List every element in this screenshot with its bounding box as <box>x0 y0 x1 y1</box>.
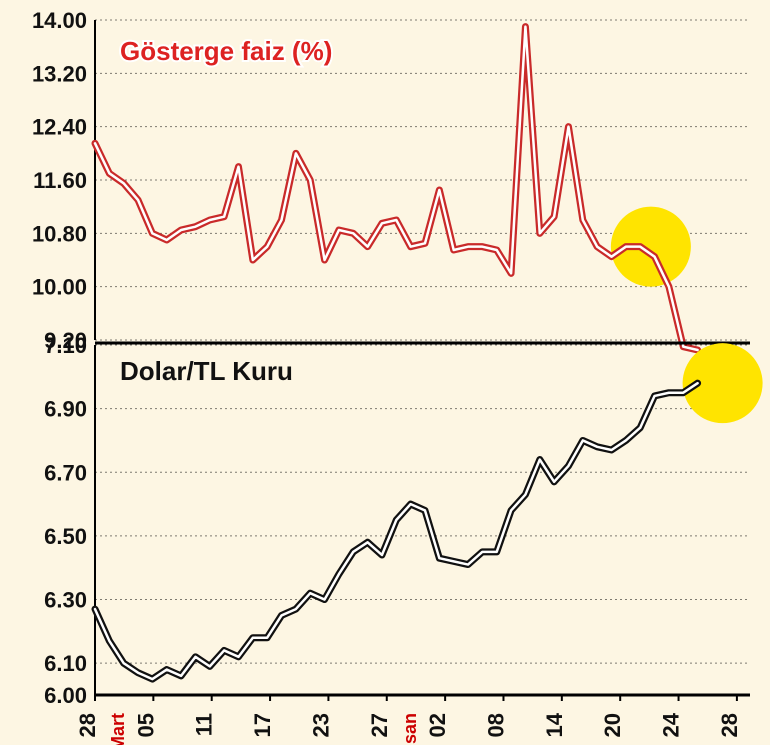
series-title: Gösterge faiz (%) <box>120 36 332 66</box>
svg-text:6.30: 6.30 <box>44 588 87 613</box>
svg-text:13.20: 13.20 <box>32 61 87 86</box>
chart-svg: 9.2010.0010.8011.6012.4013.2014.00Göster… <box>0 0 770 745</box>
svg-text:20: 20 <box>600 713 625 737</box>
svg-text:10.80: 10.80 <box>32 221 87 246</box>
series-title: Dolar/TL Kuru <box>120 356 293 386</box>
svg-text:6.90: 6.90 <box>44 397 87 422</box>
svg-text:Nisan: Nisan <box>400 713 420 745</box>
svg-text:27: 27 <box>367 713 392 737</box>
svg-text:14.00: 14.00 <box>32 8 87 33</box>
svg-text:6.50: 6.50 <box>44 524 87 549</box>
svg-text:12.40: 12.40 <box>32 115 87 140</box>
svg-text:02: 02 <box>425 713 450 737</box>
svg-text:23: 23 <box>308 713 333 737</box>
svg-text:11: 11 <box>192 713 217 736</box>
svg-text:6.00: 6.00 <box>44 683 87 708</box>
svg-text:6.70: 6.70 <box>44 460 87 485</box>
svg-text:28: 28 <box>717 713 742 737</box>
svg-text:11.60: 11.60 <box>33 168 87 193</box>
svg-text:10.00: 10.00 <box>32 275 87 300</box>
svg-text:05: 05 <box>133 713 158 737</box>
svg-text:24: 24 <box>659 712 684 737</box>
svg-text:17: 17 <box>250 713 275 737</box>
svg-text:14: 14 <box>542 712 567 737</box>
svg-text:28: 28 <box>75 713 100 737</box>
svg-text:Mart: Mart <box>108 713 128 745</box>
dual-line-chart: 9.2010.0010.8011.6012.4013.2014.00Göster… <box>0 0 770 745</box>
svg-text:7.10: 7.10 <box>44 333 87 358</box>
svg-text:08: 08 <box>483 713 508 737</box>
svg-text:6.10: 6.10 <box>44 651 87 676</box>
